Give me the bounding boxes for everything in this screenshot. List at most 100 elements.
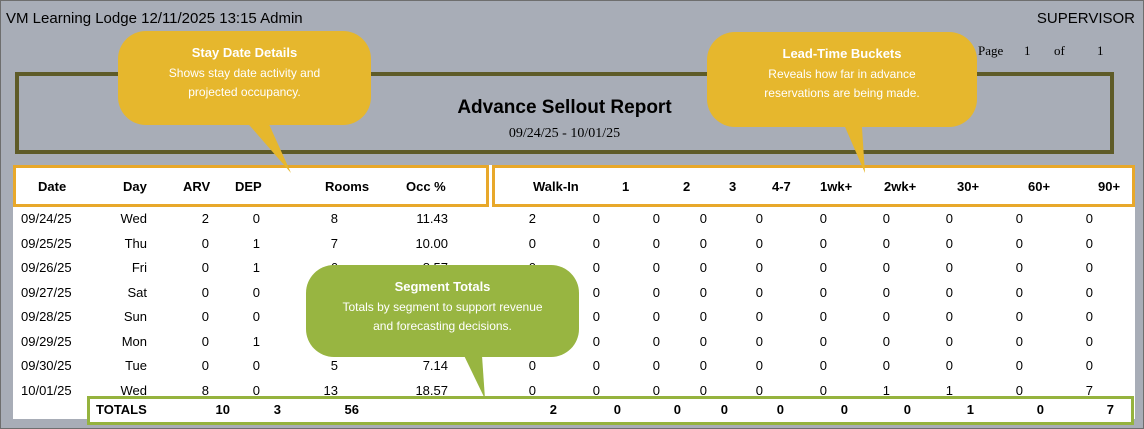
cell-b1: 0 xyxy=(592,382,600,398)
cell-d30: 0 xyxy=(945,309,953,324)
cell-b4-7: 0 xyxy=(755,284,763,300)
cell-wk1: 0 xyxy=(819,284,827,300)
col-header-60: 60+ xyxy=(1028,179,1051,194)
cell-rooms: 8 xyxy=(330,211,338,226)
cell-d30: 0 xyxy=(945,211,953,226)
col-header-1wk: 1wk+ xyxy=(820,179,853,194)
lead-time-callout: Lead-Time Buckets Reveals how far in adv… xyxy=(707,32,977,127)
col-header-2: 2 xyxy=(683,179,691,194)
cell-b2: 0 xyxy=(652,358,660,373)
cell-dep: 1 xyxy=(252,260,260,275)
cell-b3: 0 xyxy=(699,211,707,226)
cell-b4-7: 0 xyxy=(755,333,763,349)
cell-day: Sat xyxy=(127,284,147,300)
lead-time-header-highlight xyxy=(492,165,1135,207)
cell-b3: 0 xyxy=(699,333,707,349)
cell-date: 09/30/25 xyxy=(21,358,72,373)
cell-occ: 10.00 xyxy=(415,235,448,251)
totals-arv: 10 xyxy=(215,402,230,417)
stay-callout-title: Stay Date Details xyxy=(191,45,298,60)
cell-b2: 0 xyxy=(652,382,660,398)
cell-b3: 0 xyxy=(699,260,707,275)
cell-d30: 1 xyxy=(945,382,953,398)
cell-d90: 0 xyxy=(1085,358,1093,373)
totals-dep: 3 xyxy=(273,402,281,417)
table-row: 09/24/25 Wed 2 0 8 11.43 2 0 0 0 0 0 0 0 0 0 xyxy=(13,207,1135,231)
cell-d60: 0 xyxy=(1015,358,1023,373)
col-header-1: 1 xyxy=(622,179,630,194)
cell-b2: 0 xyxy=(652,211,660,226)
report-table-body: 09/24/25 Wed 2 0 8 11.43 2 0 0 0 0 0 0 0 0 0 09/25/25 Thu… xyxy=(13,207,1135,425)
segment-callout-desc-2: and forecasting decisions. xyxy=(373,319,512,333)
totals-rooms: 56 xyxy=(344,402,359,417)
cell-d60: 0 xyxy=(1015,284,1023,300)
cell-d30: 0 xyxy=(945,284,953,300)
report-title-box: Advance Sellout Report 09/24/25 - 10/01/… xyxy=(15,72,1114,154)
cell-date: 10/01/25 xyxy=(21,382,72,398)
report-date-range: 09/24/25 - 10/01/25 xyxy=(508,126,621,141)
segment-callout-desc-1: Totals by segment to support revenue xyxy=(342,300,543,314)
lead-callout-title: Lead-Time Buckets xyxy=(782,46,902,61)
col-header-3: 3 xyxy=(729,179,737,194)
cell-d60: 0 xyxy=(1015,382,1023,398)
cell-b3: 0 xyxy=(699,284,707,300)
lead-callout-desc-1: Reveals how far in advance xyxy=(768,67,916,81)
col-header-arv: ARV xyxy=(183,179,211,194)
cell-walkin: 0 xyxy=(528,358,536,373)
cell-date: 09/24/25 xyxy=(21,211,72,226)
table-row: 09/29/25 Mon 0 1 0 0 0 0 0 0 0 0 0 xyxy=(13,330,1135,354)
cell-wk2: 1 xyxy=(882,382,890,398)
cell-d90: 0 xyxy=(1085,211,1093,226)
cell-wk1: 0 xyxy=(819,211,827,226)
cell-b2: 0 xyxy=(652,309,660,324)
cell-d90: 0 xyxy=(1085,235,1093,251)
cell-d30: 0 xyxy=(945,333,953,349)
cell-wk2: 0 xyxy=(882,358,890,373)
cell-rooms: 5 xyxy=(330,358,338,373)
cell-dep: 1 xyxy=(252,235,260,251)
cell-day: Wed xyxy=(120,211,148,226)
page-label: Page xyxy=(978,43,1004,58)
cell-b1: 0 xyxy=(592,284,600,300)
totals-1: 0 xyxy=(613,402,621,417)
page-of-label: of xyxy=(1054,43,1065,58)
column-header-bar: Date Day ARV DEP Rooms Occ % Walk-In 1 2… xyxy=(13,165,1135,207)
header-property-info: VM Learning Lodge 12/11/2025 13:15 Admin xyxy=(6,10,303,27)
cell-arv: 0 xyxy=(201,235,209,251)
cell-b2: 0 xyxy=(652,260,660,275)
cell-wk1: 0 xyxy=(819,358,827,373)
col-header-walkin: Walk-In xyxy=(533,179,579,194)
lead-callout-desc-2: reservations are being made. xyxy=(764,86,920,100)
cell-wk2: 0 xyxy=(882,333,890,349)
cell-b3: 0 xyxy=(699,382,707,398)
page-total: 1 xyxy=(1097,43,1104,58)
cell-wk1: 0 xyxy=(819,309,827,324)
cell-arv: 8 xyxy=(201,382,209,398)
cell-d60: 0 xyxy=(1015,309,1023,324)
cell-dep: 0 xyxy=(252,358,260,373)
table-row: 09/25/25 Thu 0 1 7 10.00 0 0 0 0 0 0 0 0 0 0 xyxy=(13,232,1135,256)
col-header-90: 90+ xyxy=(1098,179,1121,194)
totals-row: TOTALS 10 3 56 2 0 0 0 0 0 0 1 0 7 xyxy=(87,396,1134,425)
table-row: 09/28/25 Sun 0 0 0 0 0 0 0 0 0 0 0 xyxy=(13,305,1135,329)
cell-d90: 7 xyxy=(1085,382,1093,398)
col-header-rooms: Rooms xyxy=(325,179,370,194)
totals-walkin: 2 xyxy=(549,402,557,417)
cell-b1: 0 xyxy=(592,358,600,373)
cell-b1: 0 xyxy=(592,333,600,349)
cell-occ: 11.43 xyxy=(416,211,448,226)
cell-walkin: 0 xyxy=(528,382,536,398)
cell-b2: 0 xyxy=(652,284,660,300)
cell-day: Tue xyxy=(125,358,147,373)
cell-wk2: 0 xyxy=(882,260,890,275)
cell-wk2: 0 xyxy=(882,211,890,226)
cell-rooms: 7 xyxy=(330,235,338,251)
cell-wk1: 0 xyxy=(819,235,827,251)
cell-d90: 0 xyxy=(1085,284,1093,300)
table-row: 09/27/25 Sat 0 0 0 0 0 0 0 0 0 0 0 xyxy=(13,281,1135,305)
stay-date-callout: Stay Date Details Shows stay date activi… xyxy=(118,31,371,125)
cell-b1: 0 xyxy=(592,309,600,324)
cell-day: Wed xyxy=(120,382,148,398)
cell-day: Thu xyxy=(124,235,147,251)
cell-b4-7: 0 xyxy=(755,309,763,324)
